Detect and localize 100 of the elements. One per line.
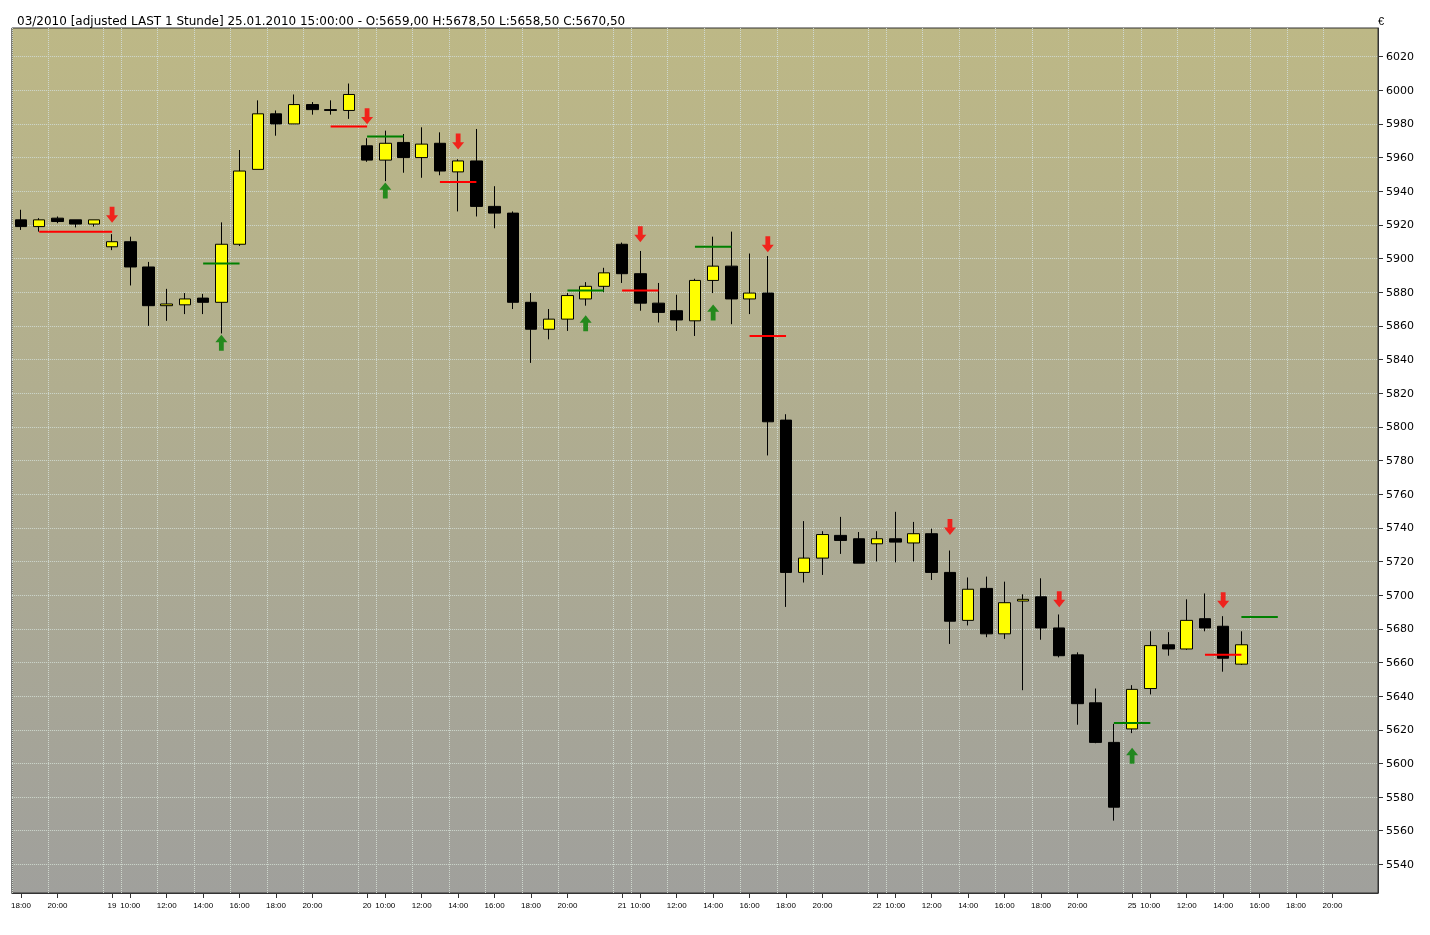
y-tick-label: 5560: [1386, 824, 1414, 838]
candlestick: [288, 93, 300, 125]
candlestick: [798, 520, 810, 584]
candlestick: [762, 255, 774, 456]
candlestick: [434, 131, 446, 176]
y-tick-label: 5580: [1386, 790, 1414, 804]
candlestick: [343, 83, 355, 120]
x-tick-label: 14:00: [703, 900, 724, 910]
x-tick-label: 18:00: [521, 900, 542, 910]
y-tick-label: 5820: [1386, 386, 1414, 400]
candlestick: [233, 149, 246, 247]
x-tick-label: 16:00: [739, 900, 761, 910]
x-tick-label: 10:00: [885, 900, 906, 910]
y-tick-label: 5980: [1386, 117, 1414, 131]
candlestick: [33, 217, 45, 233]
x-tick-label: 14:00: [1213, 900, 1234, 910]
x-tick-label: 20:00: [1067, 900, 1089, 910]
candlestick: [51, 215, 64, 224]
candlestick: [689, 278, 701, 337]
x-tick-label: 10:00: [375, 900, 396, 910]
candlestick: [507, 210, 519, 310]
candlestick: [415, 126, 428, 179]
x-tick-label: 12:00: [411, 900, 433, 910]
x-tick-label: 16:00: [484, 900, 506, 910]
x-tick-label: 16:00: [229, 900, 251, 910]
candlestick: [1162, 631, 1175, 657]
x-tick-label: 18:00: [265, 900, 287, 910]
candlestick: [543, 308, 555, 340]
candlestick: [1180, 598, 1193, 651]
candlestick: [106, 233, 118, 251]
x-tick-label: 16:00: [994, 900, 1016, 910]
x-tick-label: 14:00: [193, 900, 214, 910]
x-tick-label: 12:00: [921, 900, 943, 910]
candlestick: [452, 158, 464, 212]
x-tick-label: 25: [1127, 900, 1138, 910]
y-tick-label: 5800: [1386, 420, 1414, 434]
x-tick-label: 18:00: [10, 900, 32, 910]
candlestick: [160, 288, 173, 322]
x-tick-label: 20:00: [812, 900, 833, 910]
y-tick-label: 5940: [1386, 184, 1414, 198]
point: [707, 304, 720, 321]
candlestick: [1053, 613, 1065, 658]
y-tick-label: 5880: [1386, 285, 1414, 299]
candlestick: [853, 531, 865, 564]
y-tick-label: 5840: [1386, 353, 1414, 367]
point: [1126, 747, 1139, 764]
candlestick: [725, 231, 738, 325]
candlestick: [15, 209, 27, 231]
candlestick: [252, 99, 264, 170]
candlestick: [142, 261, 155, 327]
candlestick: [962, 576, 974, 626]
x-tick-label: 14:00: [958, 900, 979, 910]
candlestick: [124, 236, 137, 286]
candlestick: [197, 293, 209, 315]
x-tick-label: 18:00: [1031, 900, 1052, 910]
x-tick-label: 10:00: [120, 900, 141, 910]
candlestick: [743, 253, 756, 315]
y-axis-title: €: [1378, 14, 1385, 27]
x-tick-label: 20:00: [1322, 900, 1344, 910]
y-tick-label: 5900: [1386, 252, 1414, 266]
candlestick: [1217, 615, 1229, 673]
point: [215, 334, 228, 351]
candlestick: [525, 292, 537, 364]
candlestick: [834, 516, 847, 555]
candlestick: [707, 236, 719, 294]
point: [634, 226, 647, 243]
candlestick: [598, 267, 610, 293]
x-tick-label: 12:00: [1176, 900, 1198, 910]
candlestick: [1071, 651, 1084, 726]
candlestick: [652, 282, 665, 323]
y-tick-label: 5660: [1386, 655, 1414, 669]
candlestick: [816, 530, 829, 576]
point: [579, 315, 592, 332]
x-tick-label: 20:00: [47, 900, 68, 910]
x-tick-label: 20: [362, 900, 373, 910]
x-tick-label: 10:00: [630, 900, 651, 910]
candlestick: [634, 250, 647, 312]
candlestick: [998, 581, 1011, 640]
candlestick: [1017, 593, 1029, 691]
candlestick: [780, 413, 792, 608]
x-tick-label: 22: [872, 900, 883, 910]
x-tick-label: 16:00: [1249, 900, 1271, 910]
candlestick: [1126, 684, 1138, 734]
x-tick-label: 19: [107, 900, 118, 910]
y-tick-label: 6000: [1386, 83, 1414, 97]
y-tick-label: 5760: [1386, 487, 1414, 501]
y-tick-label: 5740: [1386, 521, 1414, 535]
x-tick-label: 14:00: [448, 900, 469, 910]
candlestick: [1235, 630, 1248, 666]
candlestick: [306, 101, 319, 116]
candlestick: [69, 219, 82, 228]
y-tick-label: 5640: [1386, 689, 1414, 703]
candlestick: [270, 109, 282, 137]
x-tick-label: 21: [617, 900, 628, 910]
y-tick-label: 5860: [1386, 319, 1414, 333]
y-tick-label: 5620: [1386, 723, 1414, 737]
x-tick-label: 18:00: [776, 900, 797, 910]
candlestick: [670, 294, 683, 332]
candlestick: [179, 292, 191, 315]
candlestick: [324, 99, 337, 116]
